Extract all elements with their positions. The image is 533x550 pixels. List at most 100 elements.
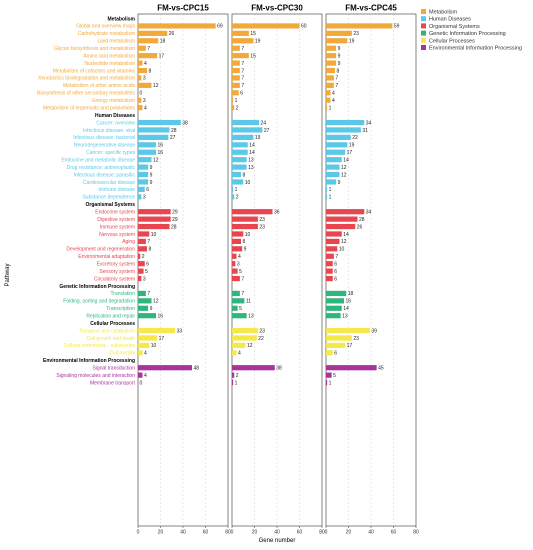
bar-value-label: 9 [150, 306, 153, 312]
x-tick-label: 60 [391, 530, 397, 536]
pathway-label: Infectious disease: viral [83, 128, 135, 134]
bar [326, 268, 333, 274]
bar [138, 298, 152, 304]
bar-value-label: 69 [217, 24, 223, 30]
bar [138, 186, 145, 192]
bar [138, 45, 146, 51]
bar-value-label: 14 [249, 150, 255, 156]
bar-value-label: 14 [249, 143, 255, 149]
bar-value-label: 7 [241, 46, 244, 52]
bar-value-label: 2 [236, 195, 239, 201]
x-tick-label: 80 [413, 530, 419, 536]
pathway-label: Metabolism of other amino acids [63, 83, 135, 89]
bar [326, 298, 344, 304]
bar-value-label: 4 [144, 351, 147, 357]
bar-value-label: 34 [366, 209, 372, 215]
bar [138, 350, 143, 356]
pathway-label: Energy metabolism [92, 98, 135, 104]
bar [232, 38, 254, 44]
bar-value-label: 12 [341, 239, 347, 245]
bar [326, 119, 365, 126]
bar-value-label: 1 [235, 98, 238, 104]
bar [326, 53, 337, 59]
bar-value-label: 1 [235, 187, 238, 193]
pathway-label: Digestive system [97, 217, 135, 223]
bar [138, 142, 156, 148]
bar [326, 253, 334, 259]
bar-value-label: 0 [140, 380, 143, 386]
pathway-label: Circulatory system [94, 276, 135, 282]
bar [138, 268, 144, 274]
pathway-label: Endocrine system [95, 209, 135, 215]
bar-value-label: 6 [334, 276, 337, 282]
bar [326, 305, 342, 311]
bar-value-label: 23 [259, 224, 265, 230]
bar-value-label: 12 [341, 165, 347, 171]
bar-value-label: 12 [153, 157, 159, 163]
bar [326, 223, 356, 230]
pathway-label: Development and regeneration [66, 247, 135, 253]
bar [326, 105, 328, 111]
pathway-label: Xenobiotics biodegradation and metabolis… [38, 76, 135, 82]
bar-value-label: 7 [335, 83, 338, 89]
legend-label: Organismal Systems [429, 24, 480, 30]
pathway-label: Translation [110, 291, 135, 297]
bar [326, 127, 361, 133]
bar-value-label: 4 [238, 254, 241, 260]
bar [326, 82, 334, 88]
bar [232, 171, 241, 178]
bar [138, 119, 181, 126]
pathway-label: Cardiovascular disease [83, 180, 135, 186]
pathway-label: Signal transduction [92, 366, 135, 372]
bar [138, 30, 168, 36]
bar-value-label: 4 [144, 373, 147, 379]
bar-value-label: 16 [346, 299, 352, 305]
bar-value-label: 34 [366, 120, 372, 126]
bar [138, 246, 147, 252]
bar-value-label: 17 [347, 150, 353, 156]
pathway-label: Lipid metabolism [97, 39, 135, 45]
bar-value-label: 0 [140, 91, 143, 97]
bar [232, 30, 249, 36]
bar-value-label: 19 [255, 135, 261, 141]
bar-value-label: 6 [334, 351, 337, 357]
pathway-label: Signaling molecules and interaction [56, 373, 135, 379]
pathway-label: Folding, sorting and degradation [63, 299, 135, 305]
bar [232, 231, 244, 237]
bar-value-label: 6 [240, 91, 243, 97]
bar-value-label: 39 [371, 328, 377, 334]
pathway-label: Carbohydrate metabolism [78, 31, 135, 37]
bar-value-label: 1 [329, 195, 332, 201]
pathway-label: Excretory system [97, 261, 135, 267]
x-tick-label: 40 [274, 530, 280, 536]
bar [232, 335, 257, 341]
bar-value-label: 3 [143, 98, 146, 104]
bar [326, 209, 365, 215]
pathway-label: Cell motility [109, 351, 135, 357]
bar-value-label: 29 [172, 217, 178, 223]
bar-value-label: 1 [329, 380, 332, 386]
x-tick-label: 20 [252, 530, 258, 536]
bar-value-label: 9 [338, 46, 341, 52]
bar [232, 209, 273, 215]
bar-value-label: 5 [333, 373, 336, 379]
bar [232, 290, 240, 297]
pathway-label: Metabolism of terpenoids and polyketides [43, 105, 135, 111]
bar [326, 38, 348, 44]
bar-value-label: 9 [338, 180, 341, 186]
bar [232, 327, 258, 334]
bar-value-label: 7 [147, 239, 150, 245]
bar-value-label: 7 [241, 276, 244, 282]
bar [138, 342, 150, 349]
bar-value-label: 11 [246, 299, 251, 305]
bar-value-label: 19 [349, 39, 355, 45]
bar-value-label: 26 [357, 224, 363, 230]
bar [138, 164, 149, 170]
bar-value-label: 17 [347, 343, 353, 349]
bar [326, 134, 351, 140]
pathway-label: Transcription [106, 306, 135, 312]
bar-value-label: 4 [144, 105, 147, 111]
bar-value-label: 14 [343, 232, 349, 238]
pathway-label: Immune disease [98, 187, 135, 193]
bar-value-label: 13 [248, 165, 254, 171]
